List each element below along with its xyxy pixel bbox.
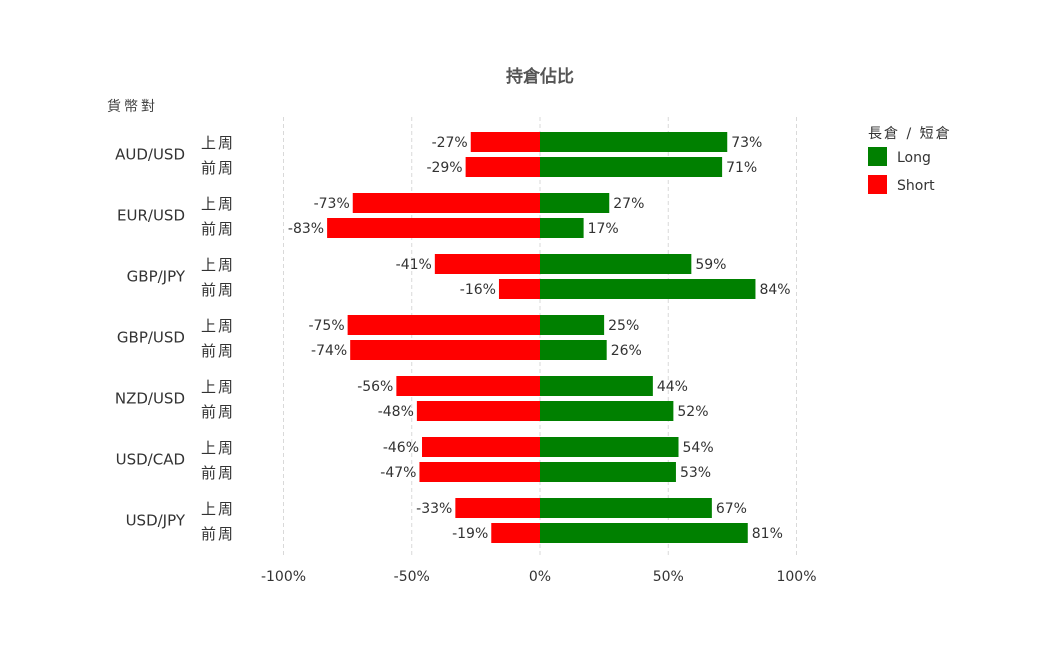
bar-short [327, 218, 540, 238]
bar-long [540, 401, 674, 421]
period-label: 上周 [201, 317, 235, 335]
bar-long [540, 315, 605, 335]
data-labels: -27% 73% -29% 71% -73% 27% -83% 17% -41% 59% -16% 8… [288, 135, 791, 542]
data-label-short: -29% [426, 160, 462, 176]
category-label: AUD/USD [115, 146, 185, 164]
x-tick-label: -50% [394, 569, 430, 585]
x-tick-label: 0% [529, 569, 551, 585]
bar-long [540, 498, 712, 518]
data-label-short: -48% [378, 404, 414, 420]
bar-short [396, 376, 540, 396]
data-label-long: 25% [608, 318, 639, 334]
bar-long [540, 254, 692, 274]
data-label-short: -46% [383, 440, 419, 456]
bar-short [350, 340, 540, 360]
chart-title: 持倉佔比 [506, 66, 574, 87]
legend-title: 長倉 / 短倉 [868, 126, 952, 142]
legend-label-short: Short [897, 178, 935, 194]
category-label: EUR/USD [117, 207, 185, 225]
bar-short [470, 132, 540, 152]
bar-short [498, 279, 540, 299]
category-label: GBP/USD [117, 329, 185, 347]
category-label: USD/JPY [126, 512, 186, 530]
data-label-short: -56% [357, 379, 393, 395]
bar-long [540, 340, 607, 360]
bar-short [422, 437, 540, 457]
data-label-long: 84% [759, 282, 790, 298]
data-label-long: 52% [677, 404, 708, 420]
data-label-long: 53% [680, 465, 711, 481]
bar-long [540, 157, 723, 177]
data-label-long: 71% [726, 160, 757, 176]
data-label-long: 54% [683, 440, 714, 456]
period-label: 前周 [201, 464, 235, 482]
x-tick-label: 50% [653, 569, 684, 585]
category-label: GBP/JPY [127, 268, 186, 286]
data-label-short: -83% [288, 221, 324, 237]
data-label-short: -19% [452, 526, 488, 542]
data-label-long: 17% [588, 221, 619, 237]
data-label-long: 59% [695, 257, 726, 273]
data-label-long: 73% [731, 135, 762, 151]
bar-short [465, 157, 540, 177]
data-label-short: -75% [308, 318, 344, 334]
legend-label-long: Long [897, 150, 931, 166]
period-label: 前周 [201, 281, 235, 299]
bar-long [540, 376, 653, 396]
bar-short [352, 193, 540, 213]
bar-short [455, 498, 540, 518]
bar-short [347, 315, 540, 335]
bar-long [540, 193, 610, 213]
period-label: 上周 [201, 439, 235, 457]
data-label-long: 26% [611, 343, 642, 359]
period-label: 上周 [201, 134, 235, 152]
y-axis-title: 貨幣對 [107, 98, 158, 115]
bar-long [540, 279, 756, 299]
bar-short [416, 401, 540, 421]
bar-long [540, 462, 676, 482]
bar-long [540, 523, 748, 543]
axes: -100% -50% 0% 50% 100%AUD/USD上周前周EUR/USD上周前周… [115, 134, 817, 585]
data-label-long: 67% [716, 501, 747, 517]
bar-short [491, 523, 540, 543]
data-label-short: -73% [314, 196, 350, 212]
data-label-long: 81% [752, 526, 783, 542]
bar-long [540, 218, 584, 238]
x-tick-label: -100% [261, 569, 306, 585]
data-label-short: -47% [380, 465, 416, 481]
period-label: 前周 [201, 525, 235, 543]
data-label-short: -27% [432, 135, 468, 151]
data-label-short: -16% [460, 282, 496, 298]
data-label-long: 44% [657, 379, 688, 395]
bar-short [419, 462, 540, 482]
bars [327, 132, 756, 543]
period-label: 前周 [201, 220, 235, 238]
bar-long [540, 132, 728, 152]
category-label: USD/CAD [116, 451, 185, 469]
legend-swatch-short [868, 175, 887, 194]
period-label: 前周 [201, 159, 235, 177]
period-label: 上周 [201, 256, 235, 274]
data-label-short: -41% [396, 257, 432, 273]
period-label: 上周 [201, 500, 235, 518]
legend-swatch-long [868, 147, 887, 166]
data-label-long: 27% [613, 196, 644, 212]
category-label: NZD/USD [115, 390, 185, 408]
bar-short [434, 254, 540, 274]
data-label-short: -74% [311, 343, 347, 359]
period-label: 前周 [201, 403, 235, 421]
legend: 長倉 / 短倉 Long Short [868, 126, 952, 194]
x-tick-label: 100% [776, 569, 816, 585]
data-label-short: -33% [416, 501, 452, 517]
bar-long [540, 437, 679, 457]
period-label: 上周 [201, 195, 235, 213]
period-label: 前周 [201, 342, 235, 360]
period-label: 上周 [201, 378, 235, 396]
gridlines [283, 117, 797, 557]
